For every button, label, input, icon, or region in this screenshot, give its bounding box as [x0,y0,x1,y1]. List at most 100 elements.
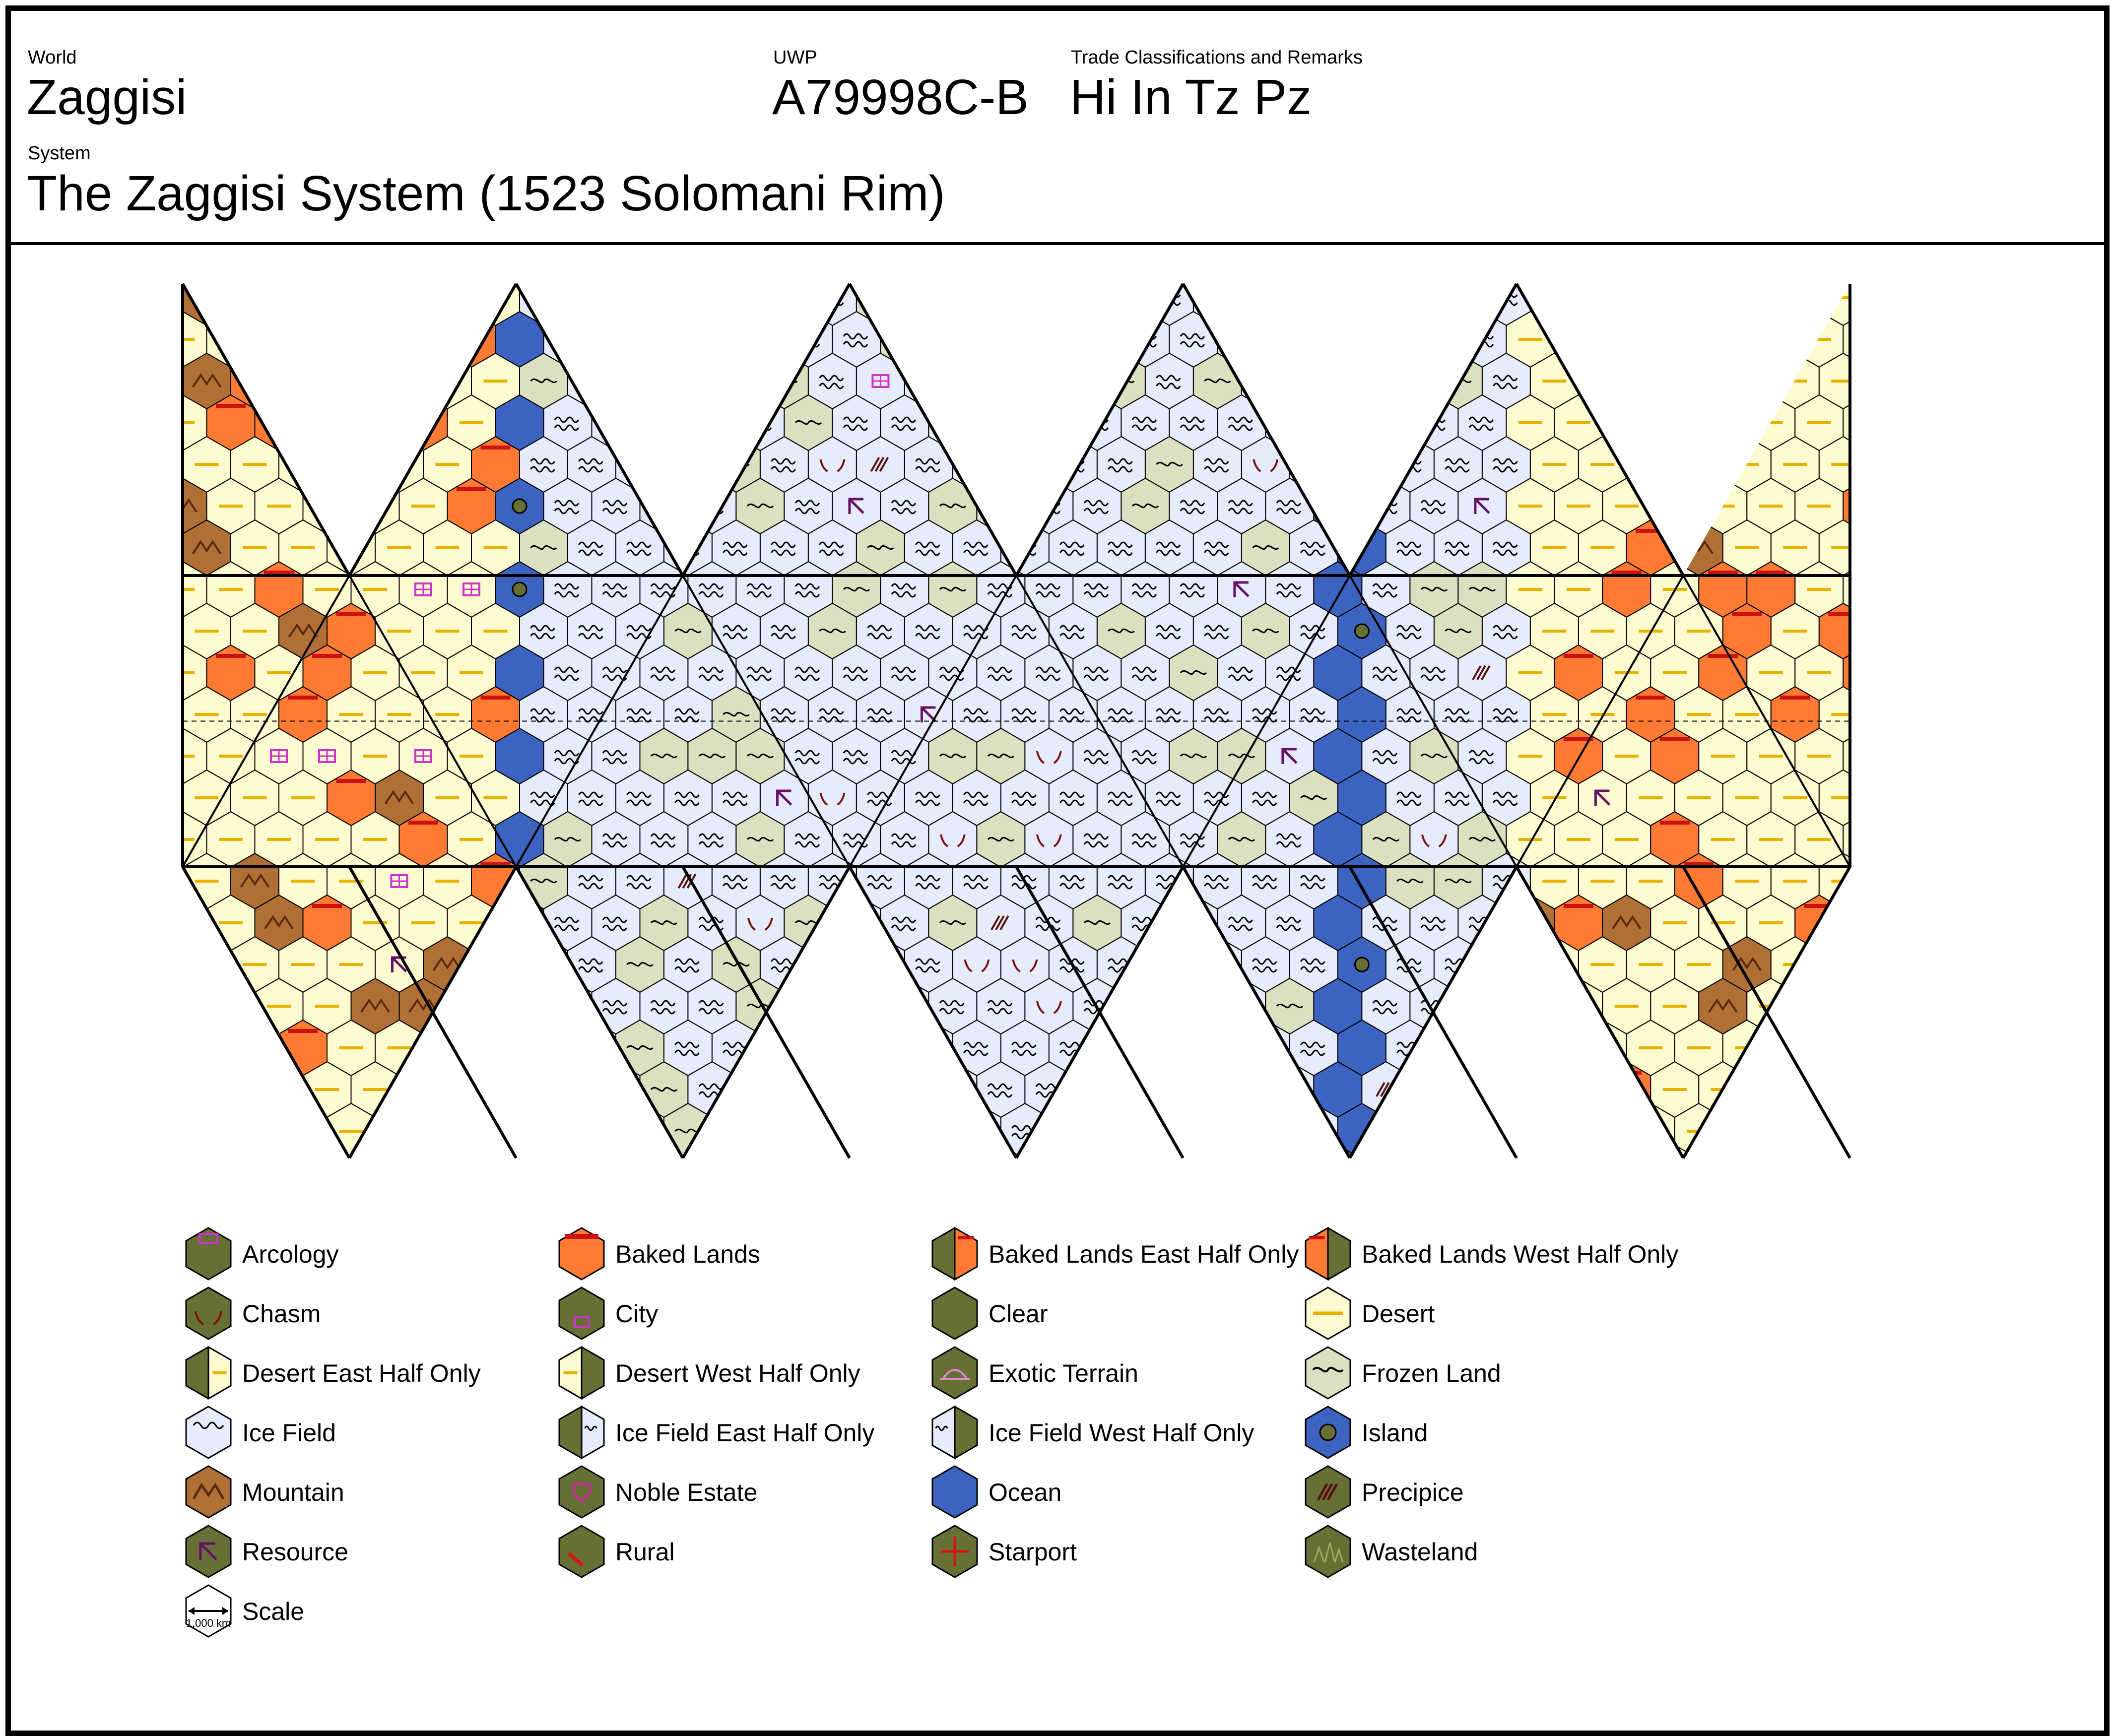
resource-icon [185,1525,232,1578]
island-icon [1305,1406,1351,1459]
desert-west-icon [558,1346,605,1400]
legend-item-label: Resource [242,1538,348,1566]
legend-item-label: Noble Estate [615,1479,757,1506]
legend-item-label: Rural [615,1538,674,1566]
legend-item-label: Island [1362,1419,1428,1447]
legend-item: Exotic Terrain [931,1346,1138,1400]
baked-lands-east-icon [931,1226,978,1281]
ice-field-west-icon [931,1405,978,1460]
map-hex [1843,644,1850,702]
map-hex [952,519,1001,577]
legend-item-label: Arcology [242,1240,339,1268]
legend-item-label: Clear [989,1300,1048,1328]
legend-item: Baked Lands West Half Only [1305,1226,1678,1281]
uwp-label: UWP [773,47,817,68]
map-hex [350,727,400,785]
legend-item-label: Baked Lands West Half Only [1362,1240,1678,1268]
scale-icon: 1,000 km [185,1584,232,1638]
legend-item-label: City [615,1300,658,1328]
scale-note: 1,000 km [186,1617,231,1629]
map-hex [1121,644,1170,702]
legend-item: Ice Field West Half Only [931,1405,1254,1460]
map-sheet-frame: World Zaggisi UWP A79998C-B Trade Classi… [5,5,2110,1736]
wasteland-icon [1305,1525,1351,1578]
trade-classifications-value: Hi In Tz Pz [1070,69,1312,125]
legend-item-label: Scale [242,1598,304,1625]
map-hex [302,727,352,785]
exotic-terrain-icon [931,1346,978,1400]
map-hex [976,644,1026,702]
map-hex [1843,394,1850,451]
legend-item: Arcology [185,1227,339,1281]
map-hex [1457,477,1507,535]
legend-item: Desert [1305,1286,1435,1340]
uwp-value: A79998C-B [772,69,1029,125]
legend-item: Desert West Half Only [558,1346,860,1400]
legend-item-label: Baked Lands [615,1240,760,1268]
legend-item: Frozen Land [1305,1346,1501,1400]
legend-item: 1,000 km Scale [185,1584,304,1638]
starport-icon [931,1525,978,1578]
map-hex [1843,727,1850,785]
world-name: Zaggisi [27,69,187,125]
legend-item: City [558,1286,658,1340]
legend-item-label: Desert West Half Only [615,1359,860,1387]
system-label: System [28,143,91,164]
legend-item: Island [1305,1406,1428,1459]
baked-lands-west-icon [1305,1226,1351,1281]
map-hex [856,352,905,410]
ice-field-icon [185,1406,232,1459]
legend-item-label: Exotic Terrain [989,1359,1138,1387]
legend-item: Precipice [1305,1465,1464,1519]
chasm-icon [185,1286,232,1340]
world-header: World Zaggisi UWP A79998C-B Trade Classi… [11,11,2104,245]
map-hex [591,727,641,785]
legend-item: Starport [931,1525,1077,1578]
legend-item: Baked Lands East Half Only [931,1226,1299,1281]
legend-item: Resource [185,1525,348,1578]
baked-lands-icon [558,1227,605,1281]
legend-item: Baked Lands [558,1227,760,1281]
map-hex [952,602,1001,660]
world-label: World [28,47,77,68]
legend-item: Rural [558,1525,674,1578]
ocean-icon [931,1465,978,1519]
map-hex [1529,769,1579,827]
legend-item: Wasteland [1305,1525,1478,1578]
map-hex [1602,727,1651,785]
legend-item: Noble Estate [558,1465,757,1519]
precipice-icon [1305,1465,1351,1519]
map-hex [759,602,809,660]
map-hex [543,644,593,702]
legend-item-label: Ice Field East Half Only [615,1419,874,1447]
legend-item-label: Desert East Half Only [242,1359,481,1387]
frozen-land-icon [1305,1346,1351,1400]
desert-icon [1305,1286,1351,1340]
legend-item-label: Ocean [989,1479,1061,1506]
map-hex [543,394,593,451]
map-hex [1481,436,1531,493]
legend-item-label: Mountain [242,1479,344,1506]
system-name: The Zaggisi System (1523 Solomani Rim) [27,166,945,221]
ice-field-east-icon [558,1405,605,1460]
map-hex [591,644,641,702]
rural-icon [558,1525,605,1578]
legend-item-label: Wasteland [1362,1538,1478,1566]
legend-item-label: Ice Field [242,1419,336,1447]
clear-icon [931,1286,978,1340]
legend-item: Ocean [931,1465,1061,1519]
legend-item-label: Frozen Land [1362,1359,1501,1387]
map-hex [1843,311,1850,368]
map-hex [1048,686,1098,743]
map-hex [904,436,953,493]
arcology-icon [185,1227,232,1281]
legend-item-label: Desert [1362,1300,1435,1328]
map-hex [1024,727,1074,785]
map-hex [1843,477,1850,535]
noble-estate-icon [558,1465,605,1519]
mountain-icon [185,1465,232,1519]
desert-east-icon [185,1346,232,1400]
map-hex [1289,686,1338,743]
